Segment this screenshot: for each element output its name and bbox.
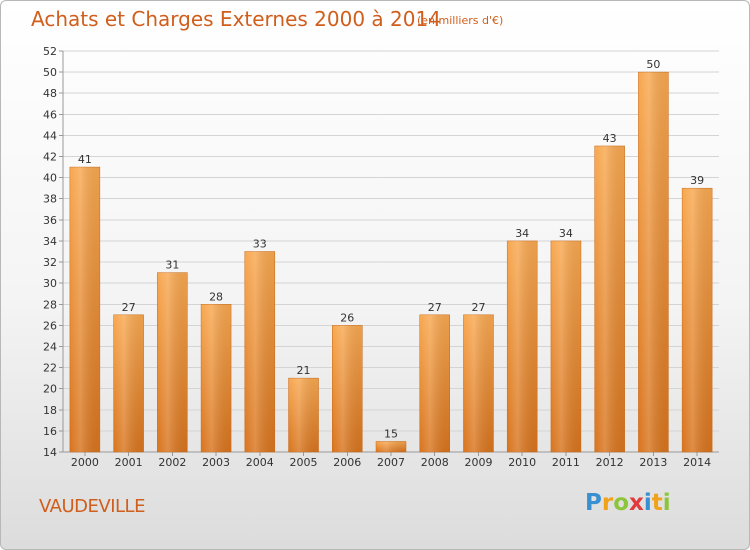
y-tick-label: 20 (43, 383, 57, 396)
logo-letter: t (651, 490, 663, 516)
y-tick-label: 34 (43, 235, 57, 248)
bar-highlight (594, 145, 625, 452)
data-label: 43 (603, 132, 617, 145)
x-tick-label: 2010 (508, 456, 536, 469)
chart-title: Achats et Charges Externes 2000 à 2014 (31, 7, 441, 31)
bar-highlight (113, 314, 144, 452)
labels: 14 16 18 20 22 24 26 28 30 32 34 36 38 40 42 44 46 48 50 52… (43, 45, 711, 469)
logo-letter: r (601, 490, 614, 516)
data-label: 34 (559, 227, 573, 240)
y-tick-label: 48 (43, 87, 57, 100)
data-label: 21 (297, 364, 311, 377)
bar-highlight (244, 251, 275, 452)
data-label: 15 (384, 427, 398, 440)
y-tick-label: 32 (43, 256, 57, 269)
data-label: 33 (253, 238, 267, 251)
bar-highlight (69, 167, 100, 452)
bar-highlight (332, 325, 363, 452)
y-tick-label: 24 (43, 340, 57, 353)
bar-highlight (682, 188, 713, 452)
x-tick-label: 2012 (596, 456, 624, 469)
bar-highlight (638, 72, 669, 453)
y-tick-label: 30 (43, 277, 57, 290)
y-tick-label: 36 (43, 214, 57, 227)
y-tick-label: 14 (43, 446, 57, 459)
data-label: 27 (471, 301, 485, 314)
data-label: 41 (78, 153, 92, 166)
data-label: 34 (515, 227, 529, 240)
x-tick-label: 2008 (421, 456, 449, 469)
x-tick-label: 2001 (115, 456, 143, 469)
logo-letter: i (643, 490, 652, 516)
x-tick-label: 2004 (246, 456, 274, 469)
y-tick-label: 42 (43, 151, 57, 164)
bars (69, 71, 713, 453)
y-tick-label: 28 (43, 298, 57, 311)
bar-highlight (550, 240, 581, 452)
x-tick-label: 2011 (552, 456, 580, 469)
y-tick-label: 38 (43, 193, 57, 206)
y-tick-label: 26 (43, 319, 57, 332)
x-tick-label: 2003 (202, 456, 230, 469)
y-tick-label: 16 (43, 425, 57, 438)
data-label: 50 (646, 58, 660, 71)
y-tick-label: 52 (43, 45, 57, 58)
data-label: 31 (165, 259, 179, 272)
chart-subtitle: (en milliers d'€) (417, 14, 504, 27)
bar-highlight (419, 314, 450, 452)
x-tick-label: 2000 (71, 456, 99, 469)
y-tick-label: 22 (43, 362, 57, 375)
x-tick-label: 2014 (683, 456, 711, 469)
data-label: 26 (340, 311, 354, 324)
data-label: 27 (122, 301, 136, 314)
y-tick-label: 50 (43, 66, 57, 79)
bar-highlight (376, 441, 406, 452)
y-tick-label: 18 (43, 404, 57, 417)
bar-highlight (288, 378, 319, 452)
x-tick-label: 2002 (158, 456, 186, 469)
logo-letter: o (613, 490, 630, 516)
logo-letter: x (629, 490, 644, 516)
y-tick-label: 44 (43, 129, 57, 142)
x-tick-label: 2005 (290, 456, 318, 469)
logo-letter: i (662, 490, 671, 516)
y-tick-label: 46 (43, 108, 57, 121)
commune-name: VAUDEVILLE (39, 496, 145, 517)
logo-letter: P (585, 490, 602, 516)
data-label: 28 (209, 290, 223, 303)
bar-highlight (157, 272, 188, 452)
proxiti-logo[interactable]: Proxiti (585, 490, 671, 516)
x-tick-label: 2007 (377, 456, 405, 469)
x-tick-label: 2013 (639, 456, 667, 469)
data-label: 39 (690, 174, 704, 187)
x-tick-label: 2009 (464, 456, 492, 469)
x-tick-label: 2006 (333, 456, 361, 469)
y-tick-label: 40 (43, 172, 57, 185)
bar-highlight (463, 314, 494, 452)
bar-highlight (201, 304, 232, 452)
bar-highlight (507, 240, 538, 452)
data-label: 27 (428, 301, 442, 314)
